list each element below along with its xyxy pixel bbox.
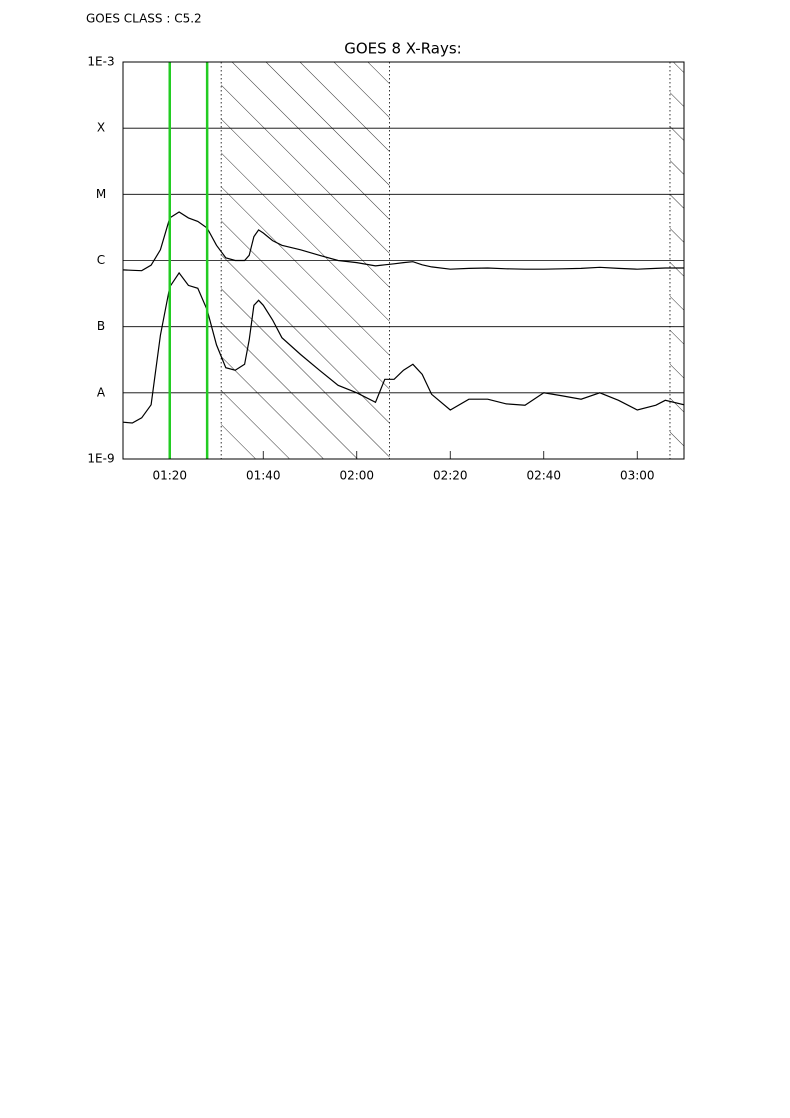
x-tick-label: 02:40: [526, 469, 561, 483]
x-tick-label: 01:20: [152, 469, 187, 483]
x-tick-label: 02:20: [433, 469, 468, 483]
flux-line: [123, 271, 684, 424]
plot-frame: [122, 61, 685, 460]
y-tick-label: A: [97, 385, 106, 399]
y-tick-label: B: [97, 319, 105, 333]
y-tick-label: M: [96, 187, 106, 201]
y-tick-label: X: [97, 121, 105, 135]
y-tick-label: 1E-9: [87, 452, 114, 466]
y-tick-label: 1E-3: [87, 55, 114, 69]
x-tick-label: 03:00: [620, 469, 655, 483]
y-tick-label: C: [97, 253, 105, 267]
goes-class: GOES CLASS : C5.2: [86, 12, 202, 26]
chart-title: GOES 8 X-Rays:: [344, 40, 461, 58]
x-tick-label: 02:00: [339, 469, 374, 483]
x-tick-label: 01:40: [246, 469, 281, 483]
